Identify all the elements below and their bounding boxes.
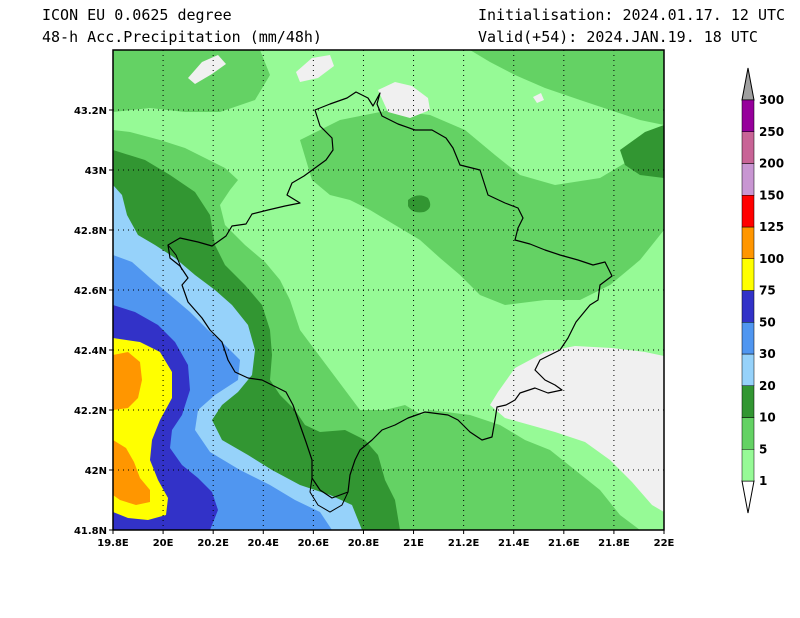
legend-below-triangle [741,480,755,514]
legend-swatch [741,195,755,228]
lat-tick-label: 42N [85,466,107,477]
lat-tick-label: 42.4N [74,346,107,357]
legend-swatch [741,322,755,355]
legend-label: 200 [759,157,784,171]
lon-tick-label: 21.8E [598,538,630,549]
lat-tick-label: 43.2N [74,106,107,117]
lon-tick-label: 21E [403,538,424,549]
field-below-1mm-nw2 [296,55,334,82]
coast-border [167,244,183,271]
field-below-1mm-ne [533,93,544,103]
lon-tick-label: 20.6E [298,538,330,549]
field-below-1mm-nw1 [188,55,226,84]
field-title: 48-h Acc.Precipitation (mm/48h) [42,28,322,46]
legend-label: 250 [759,125,784,139]
legend-label: 150 [759,188,784,202]
lon-tick-label: 20.8E [348,538,380,549]
legend-swatch [741,163,755,196]
legend-swatch [741,353,755,386]
lat-tick-labels: 41.8N 42N 42.2N 42.4N 42.6N 42.8N 43N 43.2N [74,106,113,537]
legend-label: 75 [759,284,776,298]
legend-swatch [741,99,755,132]
legend-label: 125 [759,220,784,234]
legend-swatch [741,449,755,482]
valid-time: Valid(+54): 2024.JAN.19. 18 UTC [478,28,758,46]
field-100-125mm-south [113,440,150,505]
legend-label: 1 [759,474,767,488]
legend-swatch [741,226,755,259]
precip-legend: 1 5 10 20 30 50 75 100 125 150 200 250 300 [741,67,784,514]
field-below-1mm-north [378,82,430,118]
legend-above-triangle [741,67,755,101]
lon-tick-label: 21.6E [548,538,580,549]
lat-tick-label: 42.2N [74,406,107,417]
lon-tick-label: 20E [153,538,174,549]
legend-label: 30 [759,347,776,361]
lat-tick-label: 42.8N [74,226,107,237]
legend-label: 100 [759,252,784,266]
legend-label: 20 [759,379,776,393]
legend-label: 10 [759,411,776,425]
init-time: Initialisation: 2024.01.17. 12 UTC [478,6,786,24]
field-5-10mm-northeast [470,50,664,125]
field-100-125mm-north [113,352,142,410]
south-border-spur [309,477,349,513]
lon-tick-label: 21.2E [448,538,480,549]
lon-tick-labels: 19.8E 20E 20.2E 20.4E 20.6E 20.8E 21E 21.2E 21.4… [97,530,675,549]
model-title: ICON EU 0.0625 degree [42,6,232,24]
legend-swatch [741,385,755,418]
legend-swatch [741,290,755,323]
lon-tick-label: 21.4E [498,538,530,549]
legend-label: 300 [759,93,784,107]
field-below-1mm-east [490,346,664,512]
legend-swatch [741,131,755,164]
map-grid [113,50,664,530]
lon-tick-label: 22E [654,538,675,549]
lon-tick-label: 19.8E [97,538,129,549]
field-10-20mm-blob [408,195,431,213]
lon-tick-label: 20.2E [197,538,229,549]
field-10-20mm-east [620,125,664,178]
lon-tick-label: 20.4E [248,538,280,549]
lat-tick-label: 43N [85,166,107,177]
legend-label: 5 [759,442,767,456]
lat-tick-label: 42.6N [74,286,107,297]
country-border [167,91,613,499]
field-5-10mm-north [300,110,664,305]
legend-label: 50 [759,315,776,329]
legend-swatch [741,258,755,291]
lat-tick-label: 41.8N [74,526,107,537]
field-5-10mm-south [395,410,640,530]
legend-swatch [741,417,755,450]
